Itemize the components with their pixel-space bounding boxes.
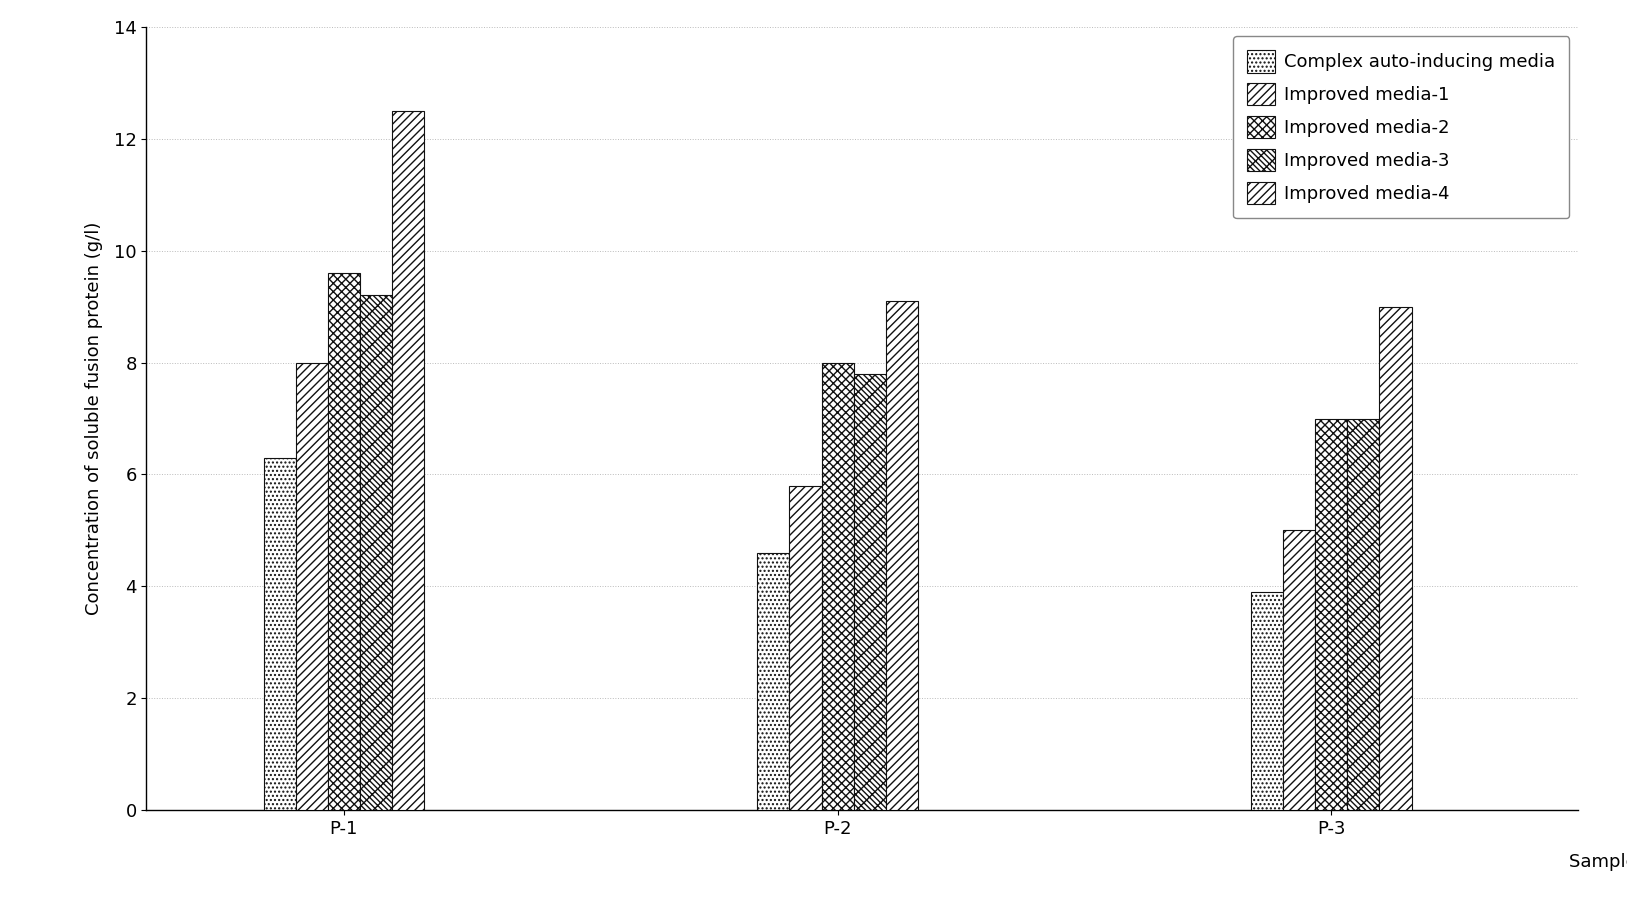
Bar (758, 553, 789, 810)
Bar (329, 273, 360, 810)
Y-axis label: Concentration of soluble fusion protein (g/l): Concentration of soluble fusion protein … (85, 221, 103, 616)
Bar (854, 374, 885, 810)
Bar (1251, 592, 1284, 810)
Legend: Complex auto-inducing media, Improved media-1, Improved media-2, Improved media-: Complex auto-inducing media, Improved me… (1233, 36, 1568, 219)
Bar (885, 302, 918, 810)
Bar (789, 486, 822, 810)
Bar (1315, 418, 1347, 810)
Bar (1284, 530, 1315, 810)
Bar (296, 363, 329, 810)
Bar (822, 363, 854, 810)
Bar (360, 295, 392, 810)
X-axis label: Sample No.: Sample No. (1570, 853, 1627, 871)
Bar (264, 458, 296, 810)
Bar (392, 111, 425, 810)
Bar (1347, 418, 1380, 810)
Bar (1380, 307, 1412, 810)
